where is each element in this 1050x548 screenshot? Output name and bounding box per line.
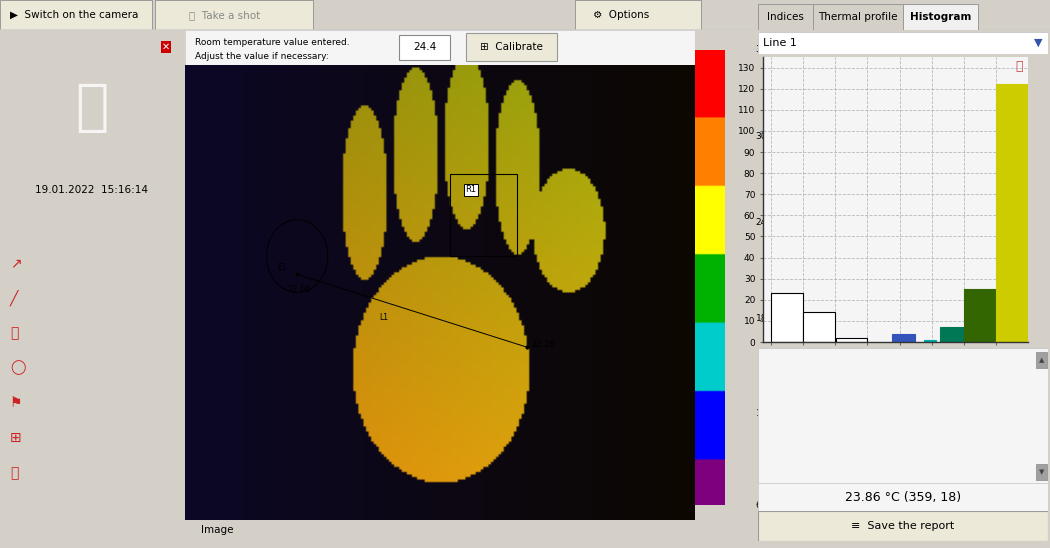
Text: ◯: ◯ [10, 361, 25, 375]
Text: R1: R1 [465, 185, 477, 195]
Text: ⊞: ⊞ [10, 431, 22, 445]
Bar [758, 4, 813, 30]
Bar [813, 4, 903, 30]
Text: Thermal profile: Thermal profile [818, 12, 898, 22]
Text: ≡  Save the report: ≡ Save the report [852, 521, 954, 531]
Text: ▲: ▲ [1038, 357, 1044, 363]
Text: Indices: Indices [768, 12, 804, 22]
Text: ▼: ▼ [1034, 38, 1043, 48]
Text: ⚑: ⚑ [10, 396, 22, 410]
Bar [803, 312, 835, 342]
Bar [399, 35, 450, 60]
Text: 24.4: 24.4 [413, 43, 437, 53]
Text: 23.86 °C (359, 18): 23.86 °C (359, 18) [845, 490, 961, 504]
Text: Line 1: Line 1 [763, 38, 797, 48]
Text: 🧹: 🧹 [10, 466, 19, 480]
Bar [996, 84, 1028, 342]
Text: 18.0: 18.0 [756, 314, 776, 323]
Text: ✕: ✕ [162, 42, 170, 52]
Text: ⊞  Calibrate: ⊞ Calibrate [480, 43, 543, 53]
Bar [155, 0, 313, 30]
Text: L1: L1 [379, 313, 387, 322]
Text: 30.0: 30.0 [756, 132, 776, 141]
Text: 22.06: 22.06 [287, 286, 311, 294]
Text: 🖼  Take a shot: 🖼 Take a shot [189, 10, 260, 20]
Text: ╱: ╱ [10, 290, 19, 306]
Bar [964, 289, 995, 342]
Text: 12.0: 12.0 [756, 409, 776, 419]
Text: 📊: 📊 [1015, 60, 1023, 73]
Bar [836, 338, 867, 342]
Bar [891, 334, 916, 342]
Text: 6.5: 6.5 [756, 500, 770, 510]
Bar [1036, 464, 1047, 480]
Bar [940, 327, 964, 342]
Text: Room temperature value entered.: Room temperature value entered. [195, 38, 350, 47]
Bar [0, 0, 152, 30]
Text: 36.0: 36.0 [756, 45, 776, 54]
Text: ↗: ↗ [10, 256, 22, 270]
Text: Histogram: Histogram [909, 12, 971, 22]
Text: ⬜: ⬜ [10, 326, 19, 340]
Text: ▼: ▼ [1038, 469, 1044, 475]
Text: Adjust the value if necessary:: Adjust the value if necessary: [195, 52, 329, 61]
Text: E1: E1 [277, 262, 287, 272]
Text: 24.0: 24.0 [756, 219, 776, 227]
Bar [1036, 352, 1047, 368]
Text: ▶  Switch on the camera: ▶ Switch on the camera [10, 10, 139, 20]
Text: ⚙  Options: ⚙ Options [593, 10, 650, 20]
Bar [903, 4, 978, 30]
Bar [575, 0, 701, 30]
Text: ✋: ✋ [75, 81, 108, 135]
Text: 19.01.2022  15:16:14: 19.01.2022 15:16:14 [35, 185, 148, 195]
Bar [450, 174, 517, 256]
Text: Image: Image [202, 525, 234, 535]
Bar [772, 293, 803, 342]
Bar [924, 340, 937, 342]
Bar [465, 33, 558, 61]
Text: 22.26: 22.26 [531, 340, 555, 349]
